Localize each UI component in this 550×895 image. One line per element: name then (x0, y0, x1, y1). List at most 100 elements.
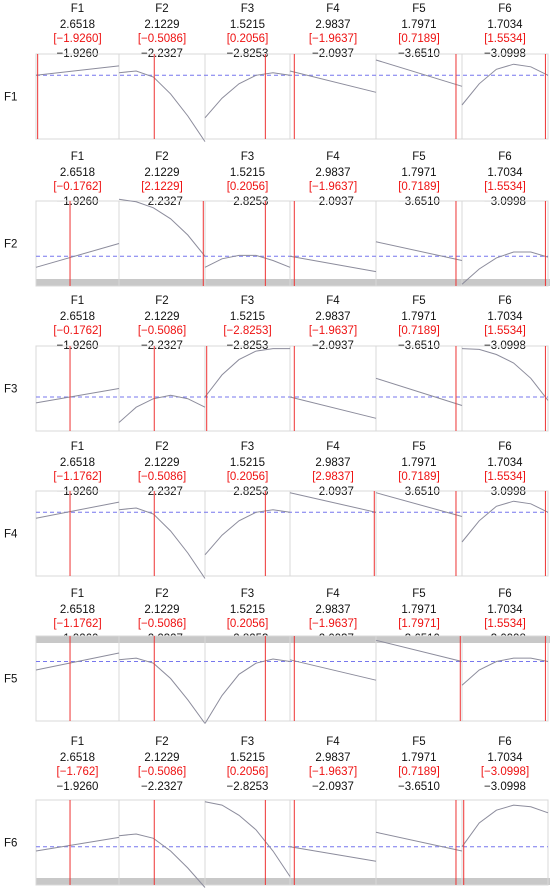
max-value: 2.9837 (315, 604, 350, 616)
panel-frame (35, 799, 120, 886)
panel-frame (375, 345, 463, 432)
panel-frame (289, 200, 377, 287)
panel-frame (118, 345, 206, 432)
response-curve (461, 657, 549, 686)
column-header: F3 (241, 151, 254, 163)
response-curve (289, 659, 377, 681)
min-value: −2.8253 (227, 196, 269, 208)
panel-frame (35, 200, 120, 287)
column-header: F2 (155, 295, 168, 307)
max-value: 2.6518 (60, 457, 95, 469)
response-curve (35, 388, 120, 404)
max-value: 1.7971 (401, 457, 436, 469)
max-value: 1.5215 (230, 604, 265, 616)
response-curve (375, 831, 463, 852)
row-label: F6 (4, 838, 17, 850)
response-curve (204, 72, 291, 119)
column-header: F3 (241, 3, 254, 15)
current-value: [−0.5086] (138, 33, 186, 45)
profiler-row-f5: F5F12.6518[−1.1762]−1.9260F22.1229[−0.50… (4, 588, 550, 724)
max-value: 1.5215 (230, 457, 265, 469)
max-value: 2.6518 (60, 604, 95, 616)
row-label: F1 (4, 92, 17, 104)
column-header: F1 (71, 588, 84, 600)
panel-frame (461, 635, 549, 722)
min-value: −3.0998 (484, 486, 526, 498)
current-value: [0.2056] (227, 766, 269, 778)
current-value: [−0.1762] (53, 325, 101, 337)
panel-frame (461, 490, 549, 577)
current-value: [−1.9637] (309, 766, 357, 778)
max-value: 1.7971 (401, 604, 436, 616)
max-value: 2.1229 (144, 752, 179, 764)
min-value: −3.6510 (398, 781, 440, 793)
response-curve (289, 396, 377, 419)
current-value: [1.7971] (398, 618, 440, 630)
max-value: 2.1229 (144, 19, 179, 31)
column-header: F2 (155, 151, 168, 163)
max-value: 1.7971 (401, 19, 436, 31)
panel-frame (289, 799, 377, 886)
column-header: F5 (412, 588, 425, 600)
current-value: [−1.9637] (309, 618, 357, 630)
response-curve (35, 652, 120, 671)
min-value: −3.6510 (398, 486, 440, 498)
current-value: [1.5534] (484, 471, 526, 483)
max-value: 2.1229 (144, 167, 179, 179)
column-header: F2 (155, 736, 168, 748)
min-value: −3.0998 (484, 196, 526, 208)
column-header: F1 (71, 736, 84, 748)
panel-frame (204, 635, 291, 722)
response-curve (118, 657, 206, 724)
panel-frame (118, 53, 206, 140)
max-value: 1.7034 (487, 19, 523, 31)
response-curve (461, 63, 549, 106)
panel-frame (375, 635, 463, 722)
current-value: [−1.9637] (309, 325, 357, 337)
current-value: [2.1229] (141, 181, 183, 193)
min-value: −2.8253 (227, 486, 269, 498)
max-value: 2.9837 (315, 752, 350, 764)
current-value: [−3.0998] (481, 766, 529, 778)
panel-frame (289, 53, 377, 140)
panel-frame (461, 200, 549, 287)
max-value: 1.7034 (487, 457, 523, 469)
min-value: −2.2327 (141, 196, 183, 208)
panel-frame (375, 799, 463, 886)
column-header: F1 (71, 3, 84, 15)
current-value: [1.5534] (484, 33, 526, 45)
shaded-band (36, 878, 550, 885)
panel-frame (461, 799, 549, 886)
response-curve (461, 251, 549, 285)
column-header: F1 (71, 295, 84, 307)
panel-frame (35, 490, 120, 577)
column-header: F5 (412, 441, 425, 453)
current-value: [1.5534] (484, 618, 526, 630)
panel-frame (461, 345, 549, 432)
current-value: [−0.5086] (138, 471, 186, 483)
profiler-row-f3: F3F12.6518[−0.1762]−1.9260F22.1229[−0.50… (4, 295, 549, 432)
profiler-row-f2: F2 F1 2.6518 [−0.1762] −1.9260 F2 2.1229 [2.122… (4, 151, 550, 287)
current-value: [0.7189] (398, 766, 440, 778)
response-curve (289, 70, 377, 93)
response-curve (204, 348, 290, 398)
max-value: 1.7034 (487, 311, 523, 323)
current-value: [0.2056] (227, 181, 269, 193)
max-value: 2.9837 (315, 19, 350, 31)
response-curve (204, 254, 291, 268)
response-curve (35, 243, 120, 268)
column-header: F2 (155, 441, 168, 453)
current-value: [2.9837] (312, 471, 354, 483)
column-header: F5 (412, 151, 425, 163)
panel-frame (375, 200, 463, 287)
current-value: [1.5534] (484, 325, 526, 337)
max-value: 2.6518 (60, 19, 95, 31)
min-value: −2.2327 (141, 781, 183, 793)
response-curve (118, 70, 206, 142)
shaded-band (36, 279, 550, 286)
current-value: [−0.5086] (138, 325, 186, 337)
column-header: F3 (241, 295, 254, 307)
panel-frame (204, 200, 291, 287)
column-header: F3 (241, 736, 254, 748)
